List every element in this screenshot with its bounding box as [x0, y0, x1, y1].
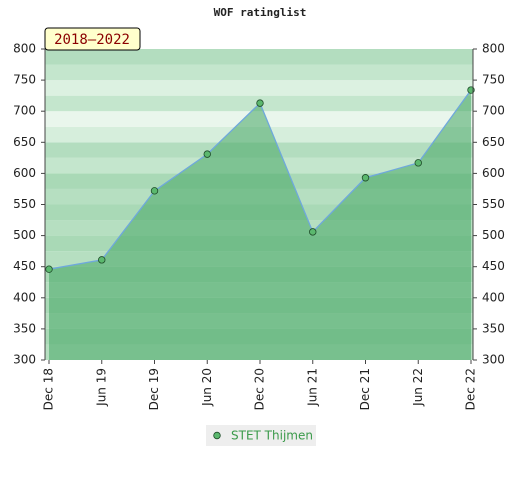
x-tick-label: Jun 21: [305, 368, 319, 407]
x-tick-label: Jun 19: [94, 368, 108, 407]
point: [150, 187, 159, 195]
x-tick-label: Dec 18: [42, 368, 56, 410]
point: [256, 99, 264, 107]
x-tick-label: Dec 20: [253, 368, 267, 410]
point: [361, 174, 370, 182]
y2-tick-label: 400: [482, 290, 505, 304]
x-tick-label: Jun 20: [200, 368, 214, 407]
y-tick-label: 550: [13, 197, 36, 211]
y-tick-label: 300: [13, 353, 36, 367]
background-band: [45, 49, 473, 65]
y-tick-label: 750: [13, 73, 36, 87]
legend-marker: [213, 431, 221, 440]
point: [98, 256, 106, 264]
y2-tick-label: 350: [482, 321, 505, 335]
y-tick-label: 350: [13, 321, 36, 335]
badge-box: [44, 27, 141, 51]
legend-box: [206, 425, 316, 446]
background-band: [45, 64, 473, 81]
point: [203, 150, 211, 158]
y-tick-label: 600: [13, 166, 36, 180]
y-tick-label: 700: [13, 104, 36, 118]
y2-tick-label: 750: [482, 73, 505, 87]
y2-tick-label: 650: [482, 135, 505, 149]
y-tick-label: 800: [13, 42, 36, 56]
badge: 2018–2022: [54, 32, 130, 48]
y2-tick-label: 700: [482, 104, 505, 118]
y2-tick-label: 600: [482, 166, 505, 180]
area: [49, 90, 471, 360]
x-tick-label: Jun 22: [411, 368, 425, 407]
y2-tick-label: 300: [482, 353, 505, 367]
legend-label: STET Thijmen: [231, 429, 313, 443]
background-band: [45, 80, 473, 96]
x-tick-label: Dec 21: [358, 368, 372, 410]
y2-tick-label: 450: [482, 259, 505, 273]
chart-title: WOF ratinglist: [214, 6, 307, 19]
y-tick-label: 450: [13, 259, 36, 273]
point: [414, 159, 422, 167]
y2-tick-label: 500: [482, 228, 505, 242]
y-tick-label: 500: [13, 228, 36, 242]
x-tick-label: Dec 22: [464, 368, 478, 410]
point: [45, 265, 53, 273]
y2-tick-label: 550: [482, 197, 505, 211]
x-tick-label: Dec 19: [147, 368, 161, 410]
y-tick-label: 400: [13, 290, 36, 304]
point: [309, 228, 317, 236]
y-tick-label: 650: [13, 135, 36, 149]
y2-tick-label: 800: [482, 42, 505, 56]
